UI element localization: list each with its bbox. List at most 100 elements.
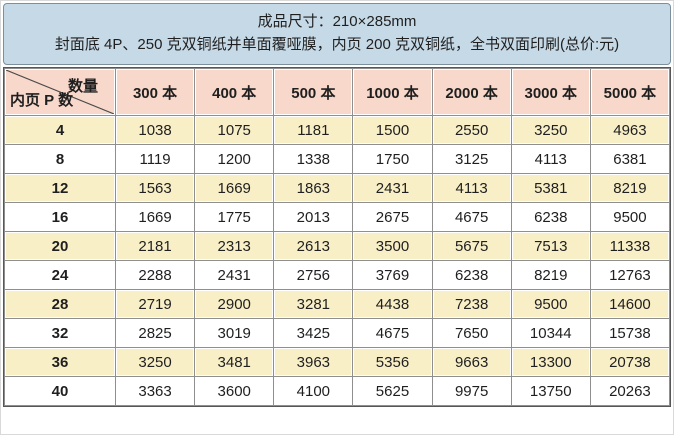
row-label-pages: 20 [5, 232, 115, 260]
spec-line-material: 封面底 4P、250 克双铜纸并单面覆哑膜，内页 200 克双铜纸，全书双面印刷… [54, 36, 620, 53]
price-cell: 1119 [116, 145, 195, 173]
price-cell: 20738 [590, 348, 669, 376]
price-cell: 3125 [432, 145, 511, 173]
price-cell: 8219 [511, 261, 590, 289]
column-header: 300 本 [116, 69, 195, 115]
price-cell: 3500 [353, 232, 432, 260]
corner-pages-label: 内页 P 数 [10, 92, 74, 109]
row-label-pages: 4 [5, 116, 115, 144]
price-cell: 2313 [195, 232, 274, 260]
table-row: 28 2719 2900 3281 4438 7238 9500 14600 [5, 290, 669, 318]
corner-cell: 数量 内页 P 数 [5, 69, 115, 115]
price-cell: 5381 [511, 174, 590, 202]
column-header: 500 本 [274, 69, 353, 115]
price-cell: 8219 [590, 174, 669, 202]
price-cell: 11338 [590, 232, 669, 260]
price-sheet: 成品尺寸：210×285mm 封面底 4P、250 克双铜纸并单面覆哑膜，内页 … [1, 3, 673, 407]
price-cell: 3481 [195, 348, 274, 376]
price-cell: 5356 [353, 348, 432, 376]
price-cell: 2431 [195, 261, 274, 289]
corner-quantity-label: 数量 [67, 78, 98, 95]
column-header: 400 本 [195, 69, 274, 115]
price-cell: 4963 [590, 116, 669, 144]
price-cell: 9500 [590, 203, 669, 231]
price-cell: 1038 [116, 116, 195, 144]
price-cell: 6238 [432, 261, 511, 289]
row-label-pages: 28 [5, 290, 115, 318]
column-header: 3000 本 [511, 69, 590, 115]
price-cell: 13300 [511, 348, 590, 376]
price-cell: 3600 [195, 377, 274, 405]
row-label-pages: 36 [5, 348, 115, 376]
price-cell: 5625 [353, 377, 432, 405]
price-cell: 4675 [432, 203, 511, 231]
price-cell: 3281 [274, 290, 353, 318]
row-label-pages: 40 [5, 377, 115, 405]
column-header: 5000 本 [590, 69, 669, 115]
row-label-pages: 12 [5, 174, 115, 202]
row-label-pages: 16 [5, 203, 115, 231]
price-cell: 1750 [353, 145, 432, 173]
price-table: 数量 内页 P 数 300 本 400 本 500 本 1000 本 2000 本 300… [3, 67, 671, 407]
price-cell: 20263 [590, 377, 669, 405]
column-header: 2000 本 [432, 69, 511, 115]
row-label-pages: 32 [5, 319, 115, 347]
row-label-pages: 24 [5, 261, 115, 289]
price-cell: 4675 [353, 319, 432, 347]
price-cell: 7650 [432, 319, 511, 347]
diagonal-divider-line [6, 70, 114, 114]
price-cell: 3769 [353, 261, 432, 289]
price-cell: 2431 [353, 174, 432, 202]
price-cell: 5675 [432, 232, 511, 260]
price-cell: 2719 [116, 290, 195, 318]
price-cell: 6238 [511, 203, 590, 231]
price-cell: 10344 [511, 319, 590, 347]
price-cell: 2900 [195, 290, 274, 318]
table-row: 16 1669 1775 2013 2675 4675 6238 9500 [5, 203, 669, 231]
price-cell: 4100 [274, 377, 353, 405]
table-row: 8 1119 1200 1338 1750 3125 4113 6381 [5, 145, 669, 173]
table-row: 32 2825 3019 3425 4675 7650 10344 15738 [5, 319, 669, 347]
price-cell: 1338 [274, 145, 353, 173]
price-cell: 1181 [274, 116, 353, 144]
price-cell: 2181 [116, 232, 195, 260]
row-label-pages: 8 [5, 145, 115, 173]
price-cell: 9975 [432, 377, 511, 405]
price-cell: 1200 [195, 145, 274, 173]
price-cell: 2825 [116, 319, 195, 347]
price-cell: 1563 [116, 174, 195, 202]
price-cell: 4113 [511, 145, 590, 173]
price-cell: 2288 [116, 261, 195, 289]
price-cell: 9663 [432, 348, 511, 376]
table-row: 36 3250 3481 3963 5356 9663 13300 20738 [5, 348, 669, 376]
price-cell: 1669 [116, 203, 195, 231]
table-row: 12 1563 1669 1863 2431 4113 5381 8219 [5, 174, 669, 202]
price-cell: 3019 [195, 319, 274, 347]
table-body: 4 1038 1075 1181 1500 2550 3250 4963 8 1119 1200 13… [5, 116, 669, 405]
price-cell: 2675 [353, 203, 432, 231]
price-cell: 7513 [511, 232, 590, 260]
price-cell: 1669 [195, 174, 274, 202]
price-cell: 2756 [274, 261, 353, 289]
table-row: 20 2181 2313 2613 3500 5675 7513 11338 [5, 232, 669, 260]
price-cell: 13750 [511, 377, 590, 405]
column-header: 1000 本 [353, 69, 432, 115]
price-cell: 3963 [274, 348, 353, 376]
price-cell: 4113 [432, 174, 511, 202]
price-cell: 2013 [274, 203, 353, 231]
spec-header-panel: 成品尺寸：210×285mm 封面底 4P、250 克双铜纸并单面覆哑膜，内页 … [3, 3, 671, 65]
price-cell: 1500 [353, 116, 432, 144]
price-cell: 14600 [590, 290, 669, 318]
price-cell: 9500 [511, 290, 590, 318]
table-row: 40 3363 3600 4100 5625 9975 13750 20263 [5, 377, 669, 405]
price-cell: 3250 [116, 348, 195, 376]
header-row: 数量 内页 P 数 300 本 400 本 500 本 1000 本 2000 本 300… [5, 69, 669, 115]
price-cell: 4438 [353, 290, 432, 318]
price-cell: 15738 [590, 319, 669, 347]
table-row: 4 1038 1075 1181 1500 2550 3250 4963 [5, 116, 669, 144]
price-cell: 2550 [432, 116, 511, 144]
price-cell: 1075 [195, 116, 274, 144]
price-cell: 3250 [511, 116, 590, 144]
price-cell: 2613 [274, 232, 353, 260]
price-cell: 1863 [274, 174, 353, 202]
